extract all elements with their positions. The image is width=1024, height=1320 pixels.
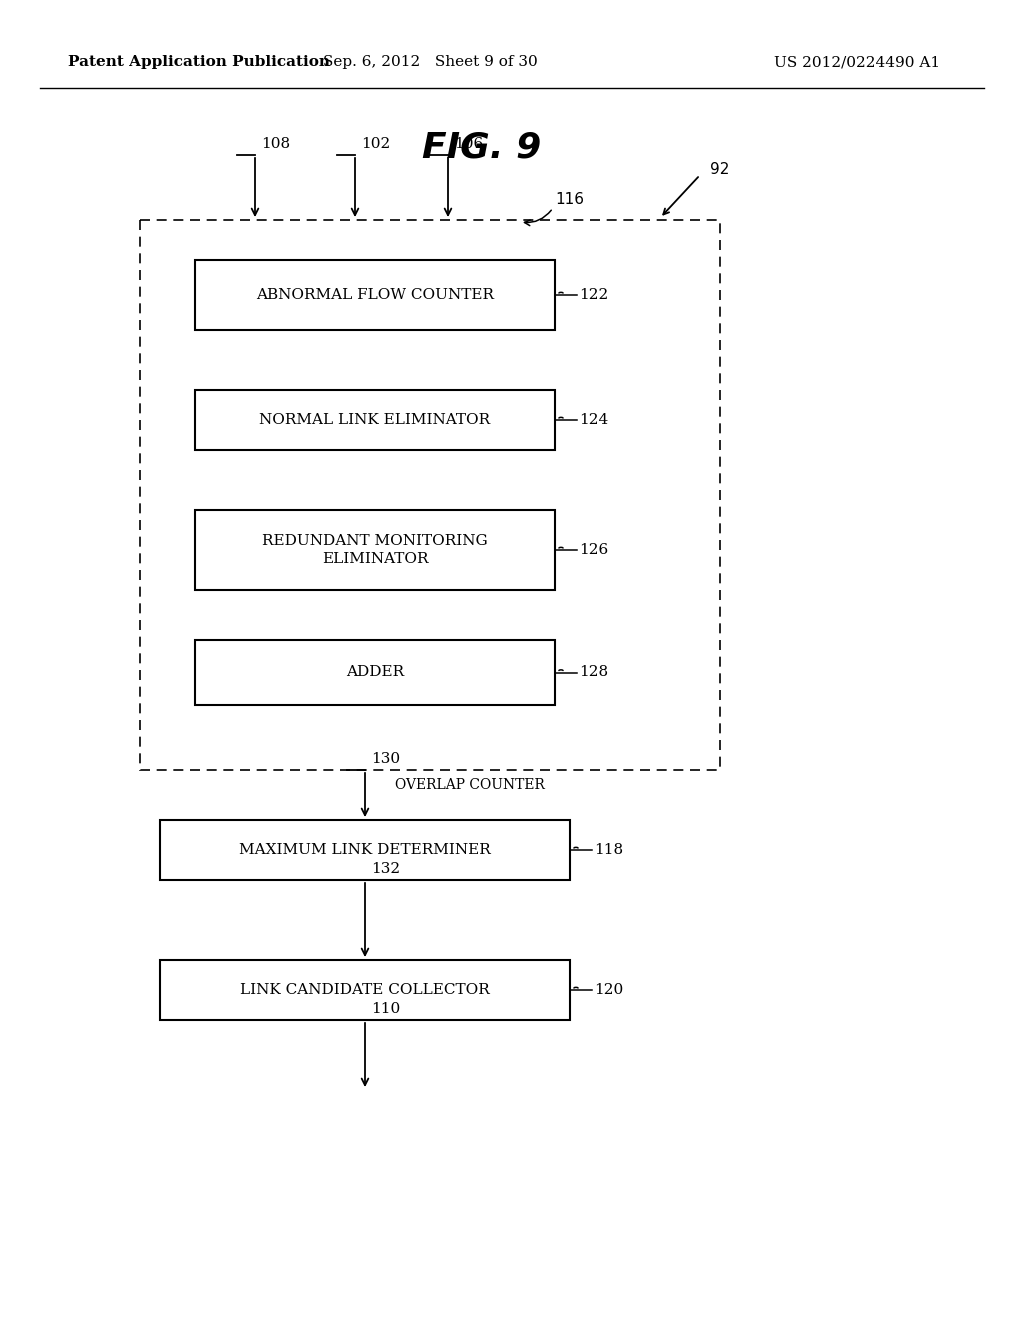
Text: MAXIMUM LINK DETERMINER: MAXIMUM LINK DETERMINER [240,843,490,857]
Bar [195,640,555,705]
Text: 110: 110 [371,1002,400,1016]
Text: Sep. 6, 2012   Sheet 9 of 30: Sep. 6, 2012 Sheet 9 of 30 [323,55,538,69]
Bar [160,820,570,880]
Text: 102: 102 [361,137,390,150]
Bar [140,220,720,770]
Text: REDUNDANT MONITORING
ELIMINATOR: REDUNDANT MONITORING ELIMINATOR [262,533,487,566]
Bar [160,960,570,1020]
Text: 126: 126 [579,543,608,557]
Text: ADDER: ADDER [346,665,404,680]
Text: 120: 120 [594,983,624,997]
Text: 132: 132 [371,862,400,876]
Text: LINK CANDIDATE COLLECTOR: LINK CANDIDATE COLLECTOR [240,983,489,997]
Text: 122: 122 [579,288,608,302]
Bar [195,510,555,590]
Text: 116: 116 [555,193,584,207]
Text: 124: 124 [579,413,608,426]
Text: 118: 118 [594,843,624,857]
Text: US 2012/0224490 A1: US 2012/0224490 A1 [774,55,940,69]
Text: FIG. 9: FIG. 9 [422,131,542,165]
Text: 130: 130 [371,752,400,766]
Text: 92: 92 [710,162,729,177]
Bar [195,260,555,330]
Text: 108: 108 [261,137,290,150]
Text: NORMAL LINK ELIMINATOR: NORMAL LINK ELIMINATOR [259,413,490,426]
Text: OVERLAP COUNTER: OVERLAP COUNTER [395,777,545,792]
Text: ABNORMAL FLOW COUNTER: ABNORMAL FLOW COUNTER [256,288,494,302]
Text: 128: 128 [579,665,608,680]
Bar [195,389,555,450]
Text: 106: 106 [454,137,483,150]
Text: Patent Application Publication: Patent Application Publication [68,55,330,69]
